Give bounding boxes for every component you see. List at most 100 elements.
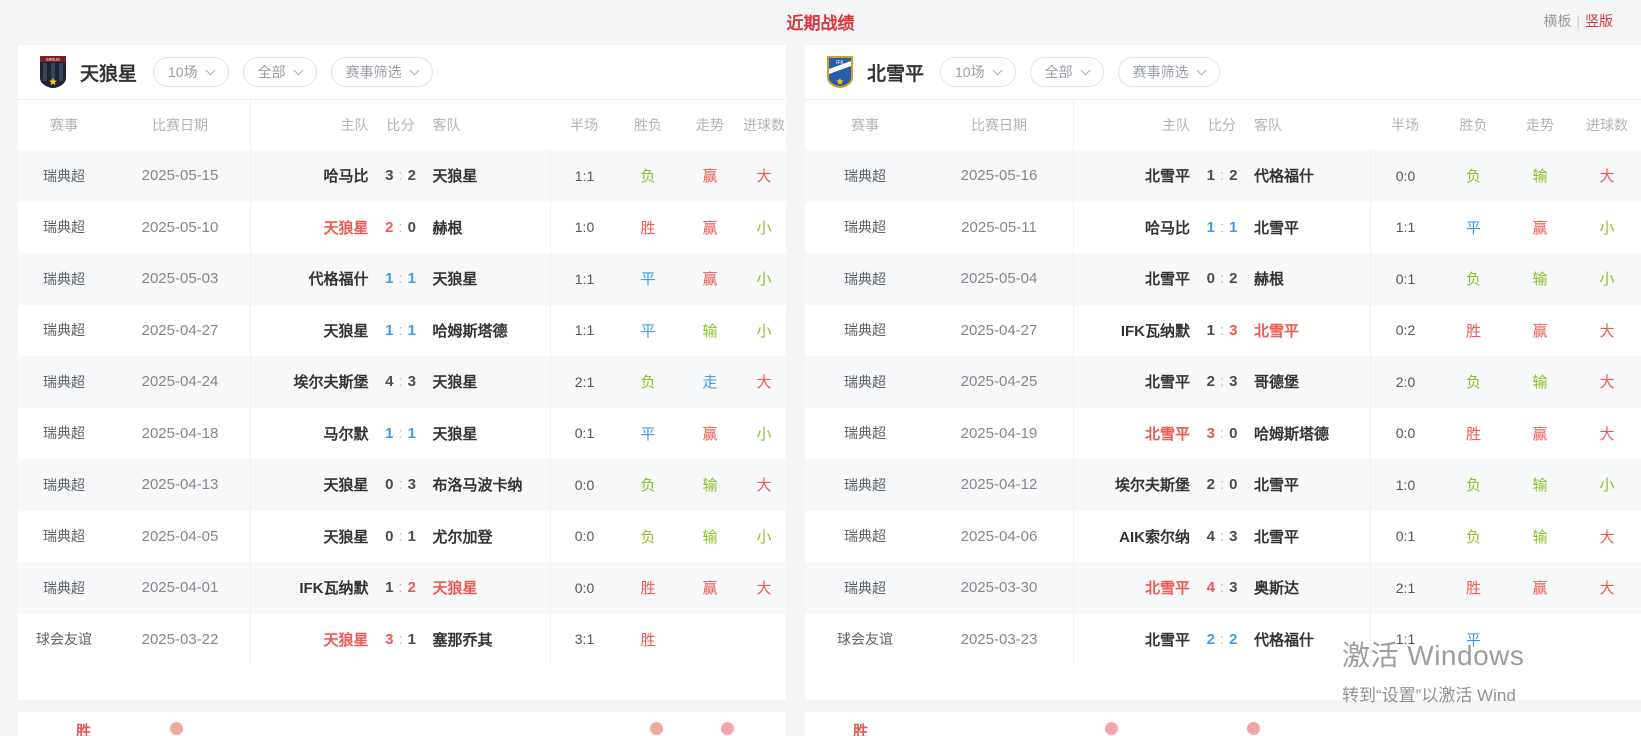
- col-result: 胜负: [1459, 117, 1488, 133]
- home-team: 哈马比: [1144, 219, 1190, 237]
- date-cell: 2025-04-18: [141, 424, 219, 442]
- date-cell: 2025-05-10: [141, 218, 219, 236]
- competition-filter[interactable]: 赛事筛选: [1117, 57, 1220, 87]
- score: 3:0: [1190, 425, 1254, 442]
- goals-cell: 小: [1599, 271, 1615, 289]
- scope-filter[interactable]: 全部: [1029, 57, 1104, 87]
- league-cell: 瑞典超: [844, 322, 886, 339]
- score-colon: :: [1219, 321, 1225, 339]
- match-row[interactable]: 瑞典超 2025-04-12 埃尔夫斯堡 2:0 北雪平 1:0 负 输 小: [805, 459, 1641, 511]
- halftime-cell: 1:1: [1370, 613, 1440, 665]
- score: 0:3: [369, 476, 433, 493]
- match-row[interactable]: 瑞典超 2025-04-19 北雪平 3:0 哈姆斯塔德 0:0 胜 赢 大: [805, 407, 1641, 459]
- trend-cell: 输: [702, 528, 718, 546]
- scope-label: 全部: [1044, 64, 1073, 80]
- away-team: 天狼星: [432, 425, 478, 443]
- match-row[interactable]: 球会友谊 2025-03-23 北雪平 2:2 代格福什 1:1 平: [805, 613, 1641, 666]
- col-result: 胜负: [634, 117, 662, 133]
- match-row[interactable]: 瑞典超 2025-04-01 IFK瓦纳默 1:2 天狼星 0:0 胜 赢 大: [18, 562, 786, 614]
- goals-cell: 小: [756, 322, 772, 340]
- date-cell: 2025-05-16: [960, 167, 1038, 185]
- team-panel-norrkoping: IFK 北雪平 10场 全部 赛事筛选 赛事 比赛日期 主队 比分 客队 半: [805, 45, 1641, 736]
- score-colon: :: [398, 167, 403, 185]
- match-row[interactable]: 瑞典超 2025-05-04 北雪平 0:2 赫根 0:1 负 输 小: [805, 253, 1641, 305]
- vertical-layout-toggle[interactable]: 竖版: [1585, 13, 1613, 29]
- streak-dot[interactable]: [721, 722, 734, 735]
- chevron-down-icon: [409, 65, 420, 75]
- away-team: 代格福什: [1254, 168, 1315, 186]
- match-row[interactable]: 瑞典超 2025-05-16 北雪平 1:2 代格福什 0:0 负 输 大: [805, 150, 1641, 202]
- match-row[interactable]: 瑞典超 2025-04-27 天狼星 1:1 哈姆斯塔德 1:1 平 输 小: [18, 304, 786, 356]
- match-row[interactable]: 瑞典超 2025-04-05 天狼星 0:1 尤尔加登 0:0 负 输 小: [18, 510, 786, 562]
- team-name: 天狼星: [80, 63, 138, 85]
- away-team: 塞那乔其: [432, 631, 493, 649]
- halftime-cell: 0:0: [1370, 407, 1440, 459]
- match-row[interactable]: 瑞典超 2025-05-15 哈马比 3:2 天狼星 1:1 负 赢 大: [18, 150, 786, 202]
- home-team: 天狼星: [323, 528, 369, 546]
- match-cell: 哈马比 3:2 天狼星: [250, 150, 550, 202]
- home-goals: 1: [1206, 321, 1215, 339]
- trend-cell: [1507, 614, 1573, 666]
- trend-cell: 赢: [702, 580, 718, 598]
- match-cell: 北雪平 3:0 哈姆斯塔德: [1073, 407, 1370, 459]
- chevron-down-icon: [205, 65, 216, 75]
- match-row[interactable]: 瑞典超 2025-04-25 北雪平 2:3 哥德堡 2:0 负 输 大: [805, 356, 1641, 408]
- matches-count-filter[interactable]: 10场: [940, 57, 1016, 87]
- match-row[interactable]: 瑞典超 2025-03-30 北雪平 4:3 奥斯达 2:1 胜 赢 大: [805, 562, 1641, 614]
- away-team: 哈姆斯塔德: [432, 322, 508, 340]
- col-match-group: 主队 比分 客队: [250, 100, 550, 150]
- score: 1:1: [369, 425, 433, 442]
- match-row[interactable]: 瑞典超 2025-04-27 IFK瓦纳默 1:3 北雪平 0:2 胜 赢 大: [805, 304, 1641, 356]
- streak-dot[interactable]: [650, 722, 663, 735]
- page-header: 近期战绩 横板 | 竖版: [0, 0, 1641, 45]
- match-row[interactable]: 瑞典超 2025-05-10 天狼星 2:0 赫根 1:0 胜 赢 小: [18, 201, 786, 253]
- matches-count-label: 10场: [955, 64, 985, 80]
- league-cell: 瑞典超: [43, 219, 85, 236]
- home-goals: 3: [385, 630, 394, 648]
- date-cell: 2025-03-23: [960, 630, 1038, 648]
- goals-cell: 大: [756, 374, 772, 392]
- match-row[interactable]: 瑞典超 2025-04-06 AIK索尔纳 4:3 北雪平 0:1 负 输 大: [805, 510, 1641, 562]
- away-goals: 1: [407, 527, 416, 545]
- goals-cell: 小: [1599, 219, 1615, 237]
- home-goals: 4: [1206, 527, 1215, 545]
- streak-dot[interactable]: [170, 722, 183, 735]
- home-team: IFK瓦纳默: [1120, 322, 1190, 340]
- home-team: 北雪平: [1144, 580, 1190, 598]
- match-row[interactable]: 瑞典超 2025-05-03 代格福什 1:1 天狼星 1:1 平 赢 小: [18, 253, 786, 305]
- streak-dot[interactable]: [1105, 722, 1118, 735]
- competition-label: 赛事筛选: [345, 64, 402, 80]
- home-team: 天狼星: [323, 631, 369, 649]
- away-goals: 1: [407, 270, 416, 288]
- col-home: 主队: [1162, 117, 1190, 133]
- halftime-cell: 0:0: [550, 510, 618, 562]
- toggle-separator: |: [1576, 13, 1580, 29]
- col-halftime: 半场: [1391, 117, 1419, 133]
- col-home: 主队: [340, 117, 369, 133]
- scope-filter[interactable]: 全部: [242, 57, 317, 87]
- match-row[interactable]: 瑞典超 2025-04-18 马尔默 1:1 天狼星 0:1 平 赢 小: [18, 407, 786, 459]
- goals-cell: 小: [756, 271, 772, 289]
- home-goals: 3: [1206, 424, 1215, 442]
- match-cell: 埃尔夫斯堡 2:0 北雪平: [1073, 459, 1370, 511]
- horizontal-layout-toggle[interactable]: 横板: [1543, 13, 1572, 29]
- halftime-cell: 1:1: [550, 253, 618, 305]
- match-row[interactable]: 瑞典超 2025-04-13 天狼星 0:3 布洛马波卡纳 0:0 负 输 大: [18, 459, 786, 511]
- result-cell: 负: [640, 374, 656, 392]
- home-team: 天狼星: [323, 219, 369, 237]
- home-goals: 0: [385, 527, 394, 545]
- goals-cell: 大: [1599, 580, 1615, 598]
- goals-cell: 大: [756, 580, 772, 598]
- result-cell: 胜: [1465, 580, 1481, 598]
- competition-filter[interactable]: 赛事筛选: [330, 57, 433, 87]
- match-row[interactable]: 瑞典超 2025-05-11 哈马比 1:1 北雪平 1:1 平 赢 小: [805, 201, 1641, 253]
- col-date: 比赛日期: [152, 117, 208, 133]
- goals-cell: 大: [756, 168, 772, 186]
- result-cell: 负: [1465, 168, 1481, 186]
- match-row[interactable]: 瑞典超 2025-04-24 埃尔夫斯堡 4:3 天狼星 2:1 负 走 大: [18, 356, 786, 408]
- goals-cell: 小: [1599, 477, 1615, 495]
- matches-count-filter[interactable]: 10场: [153, 57, 229, 87]
- trend-cell: 赢: [702, 271, 718, 289]
- streak-dot[interactable]: [1247, 722, 1260, 735]
- match-row[interactable]: 球会友谊 2025-03-22 天狼星 3:1 塞那乔其 3:1 胜: [18, 613, 786, 665]
